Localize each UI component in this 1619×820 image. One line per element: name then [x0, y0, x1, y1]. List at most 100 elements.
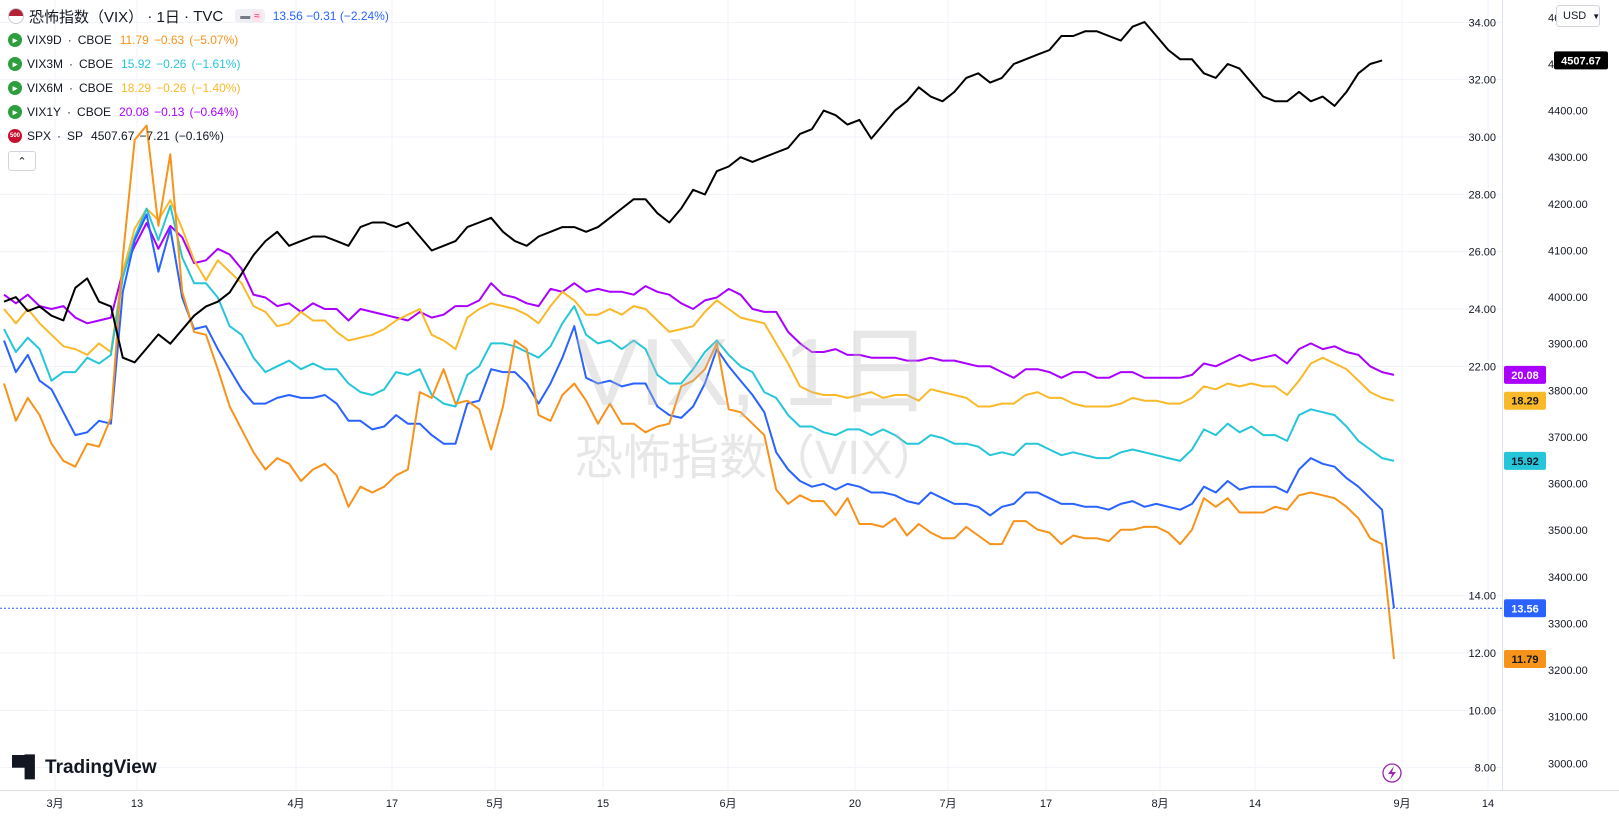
collapse-legend-button[interactable]: ⌃ — [8, 151, 36, 171]
x-tick: 14 — [1249, 798, 1261, 810]
approx-icon: ≈ — [252, 10, 262, 22]
x-tick: 5月 — [486, 798, 503, 810]
main-symbol-interval[interactable]: 1日 — [156, 8, 180, 26]
legend-change-pct: (−0.64%) — [189, 105, 239, 119]
chart-legend: 恐怖指数（VIX） · 1日 · TVC ▬ ≈ 13.56 −0.31 (−2… — [8, 4, 389, 171]
legend-change: −0.26 — [156, 81, 187, 95]
x-tick: 17 — [1040, 798, 1052, 810]
legend-main-row[interactable]: 恐怖指数（VIX） · 1日 · TVC ▬ ≈ 13.56 −0.31 (−2… — [8, 4, 389, 28]
main-symbol-title[interactable]: 恐怖指数（VIX） — [29, 8, 144, 26]
last-value-badge — [1554, 51, 1608, 70]
last-value-text: 13.56 — [1511, 603, 1539, 615]
series-line-vix[interactable] — [3, 213, 1395, 609]
legend-price: 4507.67 — [91, 129, 135, 143]
series-line-vix6m[interactable] — [3, 199, 1395, 408]
legend-row-vix3m[interactable]: ▸ VIX3M · CBOE 15.92 −0.26 (−1.61%) — [8, 52, 389, 76]
y-tick-vix: 8.00 — [1475, 763, 1496, 775]
y-tick-spx: 3100.00 — [1548, 712, 1588, 724]
legend-price: 20.08 — [119, 105, 150, 119]
y-tick-spx: 4200.00 — [1548, 199, 1588, 211]
y-tick-spx: 3300.00 — [1548, 618, 1588, 630]
main-symbol-separator: · — [179, 7, 194, 25]
series-line-vix1y[interactable] — [3, 222, 1395, 379]
y-tick-spx: 3600.00 — [1548, 479, 1588, 491]
y-tick-spx: 4100.00 — [1548, 245, 1588, 257]
x-tick: 15 — [597, 798, 609, 810]
x-tick: 17 — [386, 798, 398, 810]
legend-symbol[interactable]: VIX9D — [27, 33, 62, 47]
lightning-icon[interactable] — [1382, 763, 1402, 783]
legend-row-spx[interactable]: 500 SPX · SP 4507.67 −7.21 (−0.16%) — [8, 124, 389, 148]
play-icon: ▸ — [8, 33, 22, 47]
legend-separator: · — [69, 57, 74, 71]
legend-change: −0.26 — [156, 57, 187, 71]
y-tick-vix: 24.00 — [1468, 304, 1496, 316]
x-tick: 9月 — [1393, 798, 1410, 810]
series-line-vix3m[interactable] — [3, 204, 1395, 462]
legend-symbol[interactable]: VIX1Y — [27, 105, 62, 119]
status-pill[interactable]: ▬ ≈ — [235, 9, 265, 23]
y-tick-spx: 3500.00 — [1548, 525, 1588, 537]
last-value-badge — [1504, 650, 1546, 669]
x-tick: 4月 — [287, 798, 304, 810]
time-axis[interactable]: 3月 13 4月 17 5月 15 6月 20 7月 17 8月 14 9月 14 — [46, 798, 1494, 810]
legend-price: 11.79 — [119, 33, 149, 47]
legend-exchange: SP — [67, 129, 84, 143]
legend-row-vix1y[interactable]: ▸ VIX1Y · CBOE 20.08 −0.13 (−0.64%) — [8, 100, 389, 124]
y-tick-vix: 30.00 — [1468, 132, 1496, 144]
main-symbol-exchange: TVC — [193, 7, 224, 25]
last-value-labels: 4507.67 20.08 18.29 15.92 13.56 11.79 — [1504, 51, 1608, 669]
legend-change-pct: (−5.07%) — [189, 33, 239, 47]
legend-separator: · — [67, 105, 72, 119]
series-line-spx[interactable] — [3, 21, 1383, 364]
legend-row-vix6m[interactable]: ▸ VIX6M · CBOE 18.29 −0.26 (−1.40%) — [8, 76, 389, 100]
legend-change-pct: (−1.40%) — [191, 81, 241, 95]
main-change-pct: (−2.24%) — [339, 9, 389, 23]
grid-lines — [0, 0, 1502, 790]
legend-separator: · — [67, 33, 72, 47]
legend-symbol[interactable]: VIX3M — [27, 57, 64, 71]
y-tick-vix: 12.00 — [1468, 648, 1496, 660]
x-tick: 6月 — [719, 798, 736, 810]
y-tick-vix: 26.00 — [1468, 247, 1496, 259]
legend-price: 18.29 — [121, 81, 152, 95]
play-icon: ▸ — [8, 105, 22, 119]
legend-symbol[interactable]: SPX — [27, 129, 52, 143]
legend-exchange: CBOE — [77, 105, 112, 119]
legend-separator: · — [69, 81, 74, 95]
legend-change: −7.21 — [139, 129, 170, 143]
y-tick-vix: 10.00 — [1468, 705, 1496, 717]
legend-exchange: CBOE — [79, 81, 114, 95]
y-tick-spx: 4400.00 — [1548, 106, 1588, 118]
x-tick: 7月 — [939, 798, 956, 810]
series-line-vix9d[interactable] — [3, 124, 1395, 660]
dash-icon: ▬ — [240, 10, 251, 22]
us-flag-icon — [8, 8, 24, 24]
legend-change: −0.13 — [154, 105, 185, 119]
play-icon: ▸ — [8, 57, 22, 71]
y-tick-spx: 3800.00 — [1548, 385, 1588, 397]
price-axis[interactable]: 34.00 32.00 30.00 28.00 26.00 24.00 22.00 14.00… — [1468, 12, 1587, 774]
main-price: 13.56 — [272, 9, 303, 23]
series-lines — [3, 21, 1395, 660]
last-value-badge — [1504, 451, 1546, 470]
legend-row-vix9d[interactable]: ▸ VIX9D · CBOE 11.79 −0.63 (−5.07%) — [8, 28, 389, 52]
y-tick-vix: 22.00 — [1468, 361, 1496, 373]
legend-change-pct: (−0.16%) — [174, 129, 224, 143]
y-tick-vix: 34.00 — [1468, 17, 1496, 29]
tradingview-logo[interactable]: ⁠▀▋ TradingView — [12, 755, 157, 780]
tradingview-mark-icon: ⁠▀▋ — [12, 756, 41, 779]
main-change: −0.31 — [306, 9, 337, 23]
chevron-down-icon: ▼ — [1592, 11, 1601, 21]
y-tick-spx: 3700.00 — [1548, 432, 1588, 444]
y-tick-vix: 28.00 — [1468, 189, 1496, 201]
legend-price: 15.92 — [121, 57, 152, 71]
currency-selector[interactable]: USD ▼ — [1556, 5, 1600, 27]
y-tick-spx: 4000.00 — [1548, 292, 1588, 304]
last-value-text: 20.08 — [1511, 370, 1539, 382]
legend-exchange: CBOE — [77, 33, 112, 47]
last-value-text: 18.29 — [1511, 396, 1539, 408]
last-value-text: 4507.67 — [1561, 55, 1601, 67]
legend-symbol[interactable]: VIX6M — [27, 81, 64, 95]
